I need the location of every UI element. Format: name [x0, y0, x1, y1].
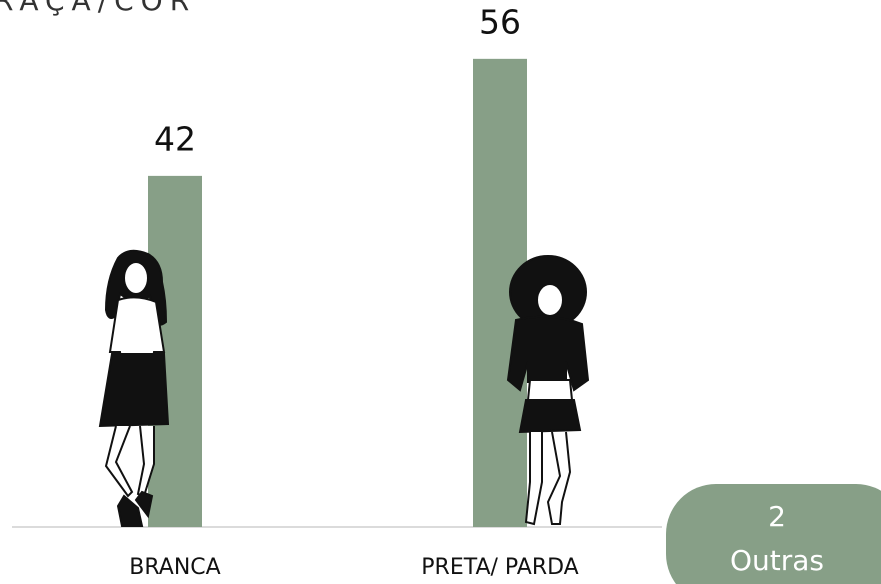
- badge-label: Outras: [730, 544, 824, 577]
- illustration-woman-2: [506, 255, 590, 526]
- value-label: 42: [154, 119, 196, 158]
- badge: [666, 484, 881, 584]
- value-label: 56: [479, 2, 521, 41]
- badge-value: 2: [768, 500, 786, 533]
- illustration-woman-1: [98, 249, 170, 527]
- category-label: BRANCA: [129, 555, 220, 580]
- chart-title: RAÇA/COR: [0, 0, 196, 17]
- category-label: PRETA/ PARDA: [421, 555, 578, 580]
- bars: [148, 58, 527, 528]
